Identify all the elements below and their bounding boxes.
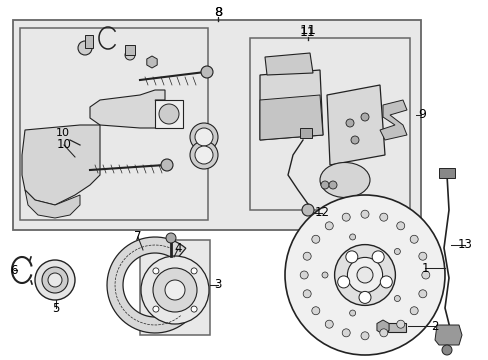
Circle shape <box>358 291 370 303</box>
Circle shape <box>195 128 213 146</box>
Polygon shape <box>25 190 80 218</box>
Polygon shape <box>22 125 100 205</box>
Circle shape <box>342 213 349 221</box>
Circle shape <box>421 271 429 279</box>
Circle shape <box>78 41 92 55</box>
Circle shape <box>342 329 349 337</box>
Circle shape <box>165 233 176 243</box>
Circle shape <box>153 268 159 274</box>
Circle shape <box>311 307 319 315</box>
Bar <box>155 100 183 128</box>
Circle shape <box>153 268 197 312</box>
Circle shape <box>380 276 391 288</box>
Circle shape <box>195 146 213 164</box>
Circle shape <box>35 260 75 300</box>
Circle shape <box>349 234 355 240</box>
Circle shape <box>337 276 349 288</box>
Polygon shape <box>107 237 194 333</box>
Circle shape <box>379 213 387 221</box>
Polygon shape <box>326 85 384 165</box>
Circle shape <box>418 252 426 260</box>
Circle shape <box>325 222 333 230</box>
Text: 8: 8 <box>213 5 222 18</box>
Bar <box>387 323 405 332</box>
Circle shape <box>48 273 62 287</box>
Text: 6: 6 <box>10 264 18 276</box>
Circle shape <box>441 345 451 355</box>
Text: 7: 7 <box>134 230 142 243</box>
Polygon shape <box>260 95 323 140</box>
Bar <box>20 28 207 220</box>
Circle shape <box>346 119 353 127</box>
Circle shape <box>409 235 417 243</box>
Bar <box>140 240 209 335</box>
Circle shape <box>371 251 384 263</box>
Circle shape <box>360 332 368 340</box>
Circle shape <box>349 310 355 316</box>
Text: 10: 10 <box>56 128 70 138</box>
Text: 9: 9 <box>417 108 425 122</box>
Bar <box>85 35 93 48</box>
Circle shape <box>300 271 307 279</box>
Polygon shape <box>264 53 312 75</box>
Circle shape <box>164 280 184 300</box>
Circle shape <box>393 248 400 255</box>
Circle shape <box>356 267 372 283</box>
Circle shape <box>328 181 336 189</box>
Circle shape <box>350 136 358 144</box>
Circle shape <box>161 159 173 171</box>
Circle shape <box>190 141 218 169</box>
Circle shape <box>396 320 404 328</box>
Polygon shape <box>90 90 164 128</box>
Text: 3: 3 <box>214 279 221 292</box>
Circle shape <box>201 66 213 78</box>
Circle shape <box>311 235 319 243</box>
Circle shape <box>379 329 387 337</box>
Circle shape <box>345 251 357 263</box>
Circle shape <box>191 268 197 274</box>
Circle shape <box>303 252 310 260</box>
Circle shape <box>190 123 218 151</box>
Text: 12: 12 <box>314 207 329 220</box>
Text: 8: 8 <box>214 5 222 18</box>
Circle shape <box>393 296 400 302</box>
Circle shape <box>159 104 179 124</box>
Circle shape <box>418 290 426 298</box>
Circle shape <box>303 290 310 298</box>
Text: 11: 11 <box>300 26 315 39</box>
Circle shape <box>320 181 328 189</box>
Circle shape <box>325 320 333 328</box>
Circle shape <box>141 256 208 324</box>
Bar <box>299 128 311 138</box>
Bar <box>125 45 135 55</box>
Circle shape <box>409 307 417 315</box>
Circle shape <box>396 222 404 230</box>
Text: 4: 4 <box>174 243 182 256</box>
Circle shape <box>346 257 382 293</box>
Bar <box>13 20 420 230</box>
Text: 1: 1 <box>420 261 428 274</box>
Circle shape <box>125 50 135 60</box>
Ellipse shape <box>319 162 369 198</box>
Text: 11: 11 <box>299 24 316 37</box>
Circle shape <box>153 306 159 312</box>
Text: 13: 13 <box>457 238 471 252</box>
Bar <box>249 38 409 210</box>
Circle shape <box>42 267 68 293</box>
Circle shape <box>191 306 197 312</box>
Polygon shape <box>434 325 461 345</box>
Text: 5: 5 <box>52 302 60 315</box>
Text: 10: 10 <box>57 139 71 152</box>
Circle shape <box>285 195 444 355</box>
Polygon shape <box>379 100 406 140</box>
Circle shape <box>360 210 368 218</box>
Circle shape <box>302 204 313 216</box>
Text: 2: 2 <box>430 320 438 333</box>
Circle shape <box>334 244 395 305</box>
Circle shape <box>321 272 327 278</box>
Circle shape <box>360 113 368 121</box>
Bar <box>438 168 454 178</box>
Polygon shape <box>260 70 323 140</box>
